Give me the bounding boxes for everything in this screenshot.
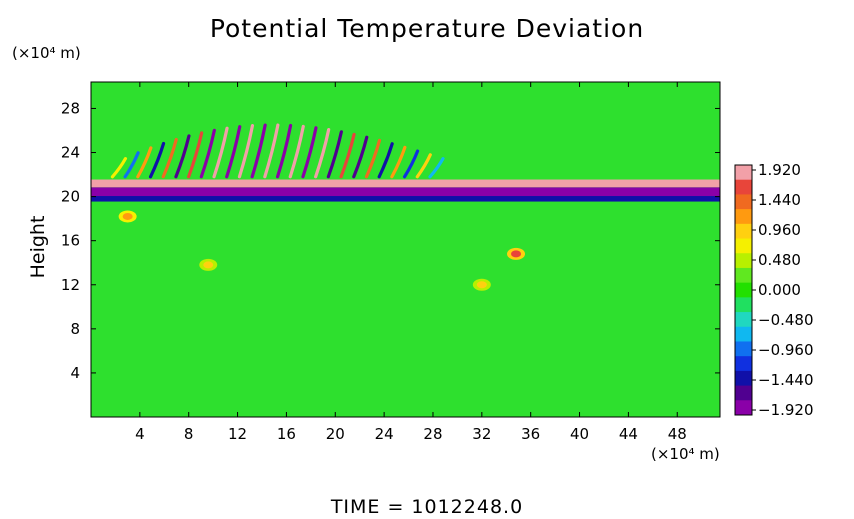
wave-crest (364, 138, 382, 179)
heatmap-background (91, 82, 720, 417)
wave-crest (377, 142, 394, 179)
x-tick-label: 20 (326, 425, 345, 443)
wave-crest (148, 141, 166, 179)
colorbar-segment (735, 238, 752, 254)
y-tick-label: 24 (61, 144, 80, 162)
wave-crest (301, 126, 318, 179)
wave-crest (187, 131, 204, 179)
wave-crest (174, 134, 191, 179)
y-axis-unit: (×10⁴ m) (12, 44, 81, 62)
colorbar-segment (735, 312, 752, 328)
wave-crest (212, 126, 229, 179)
colorbar-segment (735, 267, 752, 284)
y-tick-label: 28 (61, 99, 80, 117)
colorbar-segment (735, 341, 752, 357)
colorbar-segment (735, 194, 752, 210)
plot-frame (90, 81, 721, 418)
field-blob-core (511, 250, 522, 258)
colorbar-segment (735, 253, 752, 269)
wave-crest (225, 125, 242, 179)
wave-crest (199, 128, 216, 179)
field-band-lower-jet-core (91, 187, 720, 198)
colorbar-segment (735, 326, 752, 342)
wave-crest (263, 123, 280, 179)
heatmap-plot-area (91, 82, 720, 417)
field-band-upper-jet-core (91, 179, 720, 188)
colorbar-tick-label: −0.960 (758, 341, 814, 359)
colorbar-segment (735, 165, 752, 181)
x-tick-label: 40 (570, 425, 589, 443)
heatmap-features (91, 123, 720, 291)
y-axis: 4 8 12 16 20 24 28 (61, 99, 720, 382)
wave-crest (110, 157, 128, 179)
time-footer: TIME = 1012248.0 (330, 496, 524, 518)
wave-crest (237, 124, 255, 179)
colorbar-segment (735, 400, 752, 416)
colorbar-segment (735, 282, 752, 298)
colorbar-segment (735, 297, 752, 313)
y-tick-label: 8 (70, 320, 80, 338)
wave-crest (402, 149, 420, 179)
x-tick-label: 48 (668, 425, 687, 443)
x-tick-label: 16 (277, 425, 296, 443)
colorbar-tick-label: 0.000 (758, 281, 801, 299)
chart-title: Potential Temperature Deviation (209, 14, 645, 43)
wave-crest (123, 151, 140, 179)
colorbar-tick-label: 0.960 (758, 221, 801, 239)
colorbar-segment (735, 370, 752, 387)
field-band-lower-jet-edge (91, 196, 720, 202)
wave-crest (161, 137, 178, 179)
colorbar: 1.920 1.440 0.960 0.480 0.000 −0.480 −0.960 −1.… (734, 161, 814, 419)
x-tick-label: 28 (423, 425, 442, 443)
wave-crest (250, 123, 267, 179)
field-blob-core (203, 261, 214, 269)
x-tick-label: 12 (228, 425, 247, 443)
colorbar-segment (735, 209, 752, 225)
x-tick-label: 32 (472, 425, 491, 443)
colorbar-segment (735, 179, 752, 195)
x-tick-label: 44 (619, 425, 638, 443)
wave-crest (326, 130, 343, 179)
wave-crest (136, 146, 153, 179)
wave-crest (314, 128, 331, 179)
colorbar-tick-label: 1.920 (758, 161, 801, 179)
x-tick-label: 8 (184, 425, 194, 443)
wave-crest (415, 153, 432, 179)
x-axis: 4 8 12 16 20 24 28 32 36 40 44 48 (135, 82, 687, 443)
x-axis-unit: (×10⁴ m) (651, 445, 720, 463)
x-tick-label: 4 (135, 425, 145, 443)
field-blob-core (122, 212, 133, 220)
y-axis-label: Height (27, 215, 49, 279)
wave-crest (288, 124, 305, 179)
colorbar-tick-label: −1.920 (758, 401, 814, 419)
colorbar-tick-label: 0.480 (758, 251, 801, 269)
colorbar-tick-label: −0.480 (758, 311, 814, 329)
colorbar-tick-label: 1.440 (758, 191, 801, 209)
wave-crest (275, 123, 293, 179)
wave-crest (339, 132, 356, 179)
y-tick-label: 20 (61, 188, 80, 206)
wave-crest (352, 135, 369, 179)
colorbar-tick-label: −1.440 (758, 371, 814, 389)
colorbar-segment (735, 356, 752, 372)
wave-crest (390, 145, 407, 179)
colorbar-segment (735, 223, 752, 240)
field-blob-core (476, 281, 487, 289)
y-tick-label: 4 (70, 364, 80, 382)
x-tick-label: 24 (375, 425, 394, 443)
wave-crest (428, 157, 445, 179)
y-tick-label: 12 (61, 276, 80, 294)
x-tick-label: 36 (521, 425, 540, 443)
colorbar-segment (735, 385, 752, 401)
y-tick-label: 16 (61, 232, 80, 250)
